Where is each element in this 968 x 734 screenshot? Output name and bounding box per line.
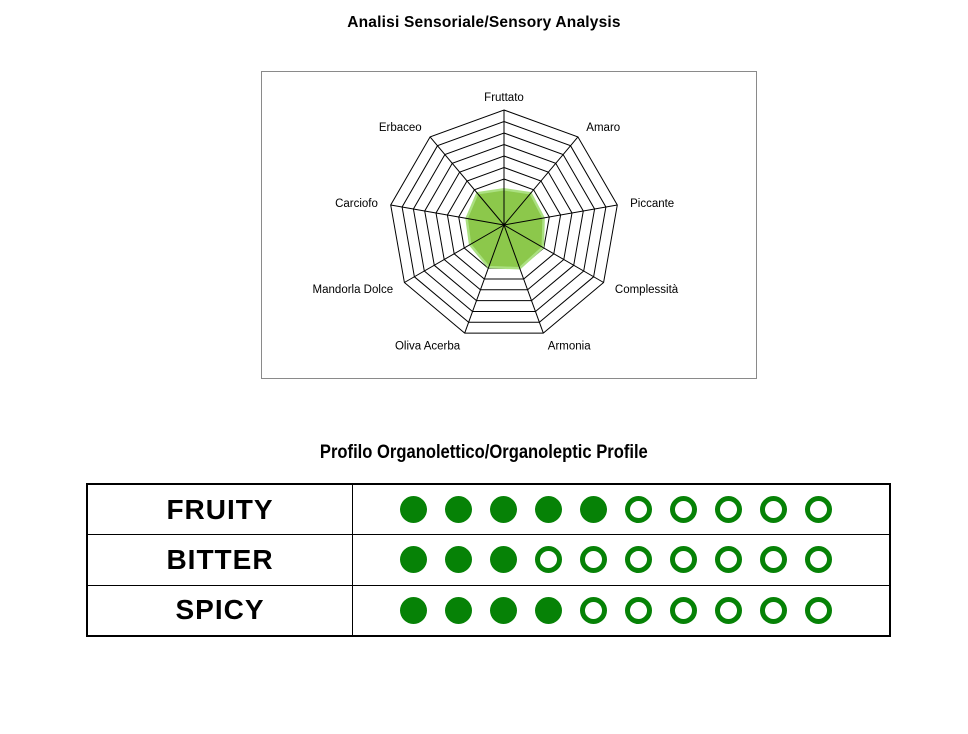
rating-dot-filled [445,546,472,574]
radar-axis-label: Oliva Acerba [395,340,461,352]
rating-dot-empty [580,596,607,624]
profile-row-label: SPICY [88,585,353,635]
radar-axis-label: Carciofo [335,198,378,210]
radar-axis-line [464,224,505,334]
radar-axis-line [404,224,505,283]
rating-dot-empty [625,546,652,574]
rating-dot-filled [400,546,427,574]
rating-dot-empty [625,496,652,524]
radar-grid-ring [412,132,596,312]
radar-chart-frame: Fruttato Amaro Piccante Complessità Armonia O… [261,71,757,379]
profile-row-label: BITTER [88,535,353,585]
rating-dot-empty [715,596,742,624]
profile-row: FRUITY [88,485,889,536]
radar-grid-ring [390,109,618,334]
rating-dot-filled [400,496,427,524]
rating-dot-empty [805,546,832,574]
rating-dot-empty [805,596,832,624]
rating-dot-filled [580,496,607,524]
rating-dot-empty [670,496,697,524]
radar-chart: Fruttato Amaro Piccante Complessità Armonia O… [313,92,679,352]
rating-dot-empty [760,546,787,574]
rating-dot-empty [805,496,832,524]
rating-dot-empty [625,596,652,624]
rating-dot-filled [490,596,517,624]
rating-dot-empty [715,496,742,524]
rating-dot-filled [445,596,472,624]
profile-row-dots [353,485,889,534]
radar-grid-ring [435,155,573,291]
rating-dot-filled [400,596,427,624]
profile-row-dots [353,586,889,635]
radar-grid-ring [446,166,562,280]
sensory-analysis-title: Analisi Sensoriale/Sensory Analysis [347,14,621,31]
rating-dot-filled [490,496,517,524]
radar-axis-line [503,136,579,226]
radar-axis-label: Mandorla Dolce [313,284,394,296]
rating-dot-filled [490,546,517,574]
radar-axis-line [390,204,505,226]
rating-dot-filled [535,596,562,624]
profile-row: BITTER [88,535,889,586]
radar-axis-label: Complessità [615,284,679,296]
radar-axis-label: Armonia [548,340,591,352]
radar-axis-line [503,224,604,283]
rating-dot-empty [670,596,697,624]
radar-axis-line [429,136,505,226]
radar-axis-label: Amaro [586,122,620,134]
profile-row: SPICY [88,585,889,635]
radar-axis-line [503,224,544,334]
radar-axis-line [503,204,618,226]
rating-dot-filled [445,496,472,524]
radar-grid-ring [424,143,584,302]
radar-axis-label: Piccante [630,198,674,210]
organoleptic-profile-title: Profilo Organolettico/Organoleptic Profi… [320,441,648,463]
rating-dot-empty [760,496,787,524]
profile-row-dots [353,535,889,584]
radar-axis-label: Erbaceo [379,122,422,134]
radar-grid-ring [401,120,607,323]
radar-axis-label: Fruttato [484,92,524,104]
rating-dot-empty [580,546,607,574]
rating-dot-empty [760,596,787,624]
profile-row-label: FRUITY [88,485,353,535]
organoleptic-profile-table: FRUITY BITTER SPICY [86,483,891,637]
rating-dot-filled [535,496,562,524]
rating-dot-empty [715,546,742,574]
rating-dot-empty [535,546,562,574]
rating-dot-empty [670,546,697,574]
